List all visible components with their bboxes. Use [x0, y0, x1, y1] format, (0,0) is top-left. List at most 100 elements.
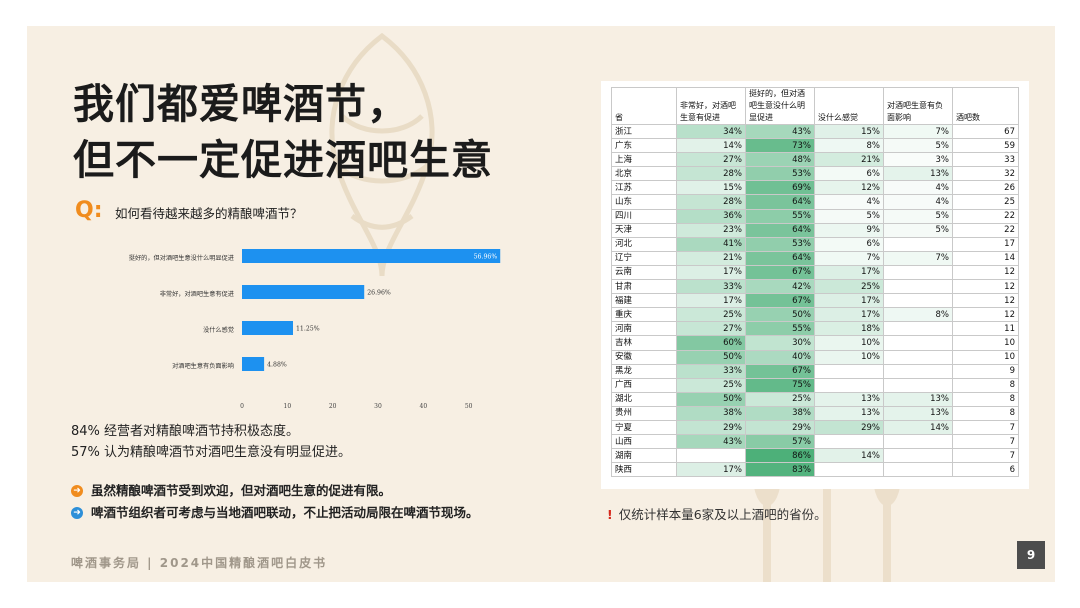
province-cell: 广西	[611, 377, 677, 393]
bar-category-label: 挺好的，但对酒吧生意没什么明显促进	[129, 254, 234, 262]
table-cell: 64%	[745, 194, 815, 210]
table-cell: 14	[952, 250, 1019, 266]
table-cell: 8	[952, 391, 1019, 407]
table-row: 福建 17% 67% 17% 12	[611, 293, 1019, 309]
province-cell: 湖南	[611, 448, 677, 464]
table-cell	[883, 448, 953, 464]
table-cell: 6%	[814, 236, 884, 252]
arrow-right-circle-icon: ➜	[71, 485, 83, 497]
table-row: 湖北 50% 25% 13% 13% 8	[611, 391, 1019, 407]
table-cell: 43%	[676, 434, 746, 450]
table-cell: 12%	[814, 180, 884, 196]
province-cell: 四川	[611, 208, 677, 224]
table-cell: 25	[952, 194, 1019, 210]
table-cell: 26	[952, 180, 1019, 196]
table-cell: 50%	[745, 307, 815, 323]
title-line-1: 我们都爱啤酒节，	[73, 80, 409, 128]
table-cell: 7	[952, 434, 1019, 450]
table-cell: 4%	[814, 194, 884, 210]
header-province: 省	[611, 87, 677, 125]
province-cell: 安徽	[611, 349, 677, 365]
table-cell: 22	[952, 222, 1019, 238]
table-cell: 22	[952, 208, 1019, 224]
province-cell: 广东	[611, 138, 677, 154]
table-cell: 13%	[883, 166, 953, 182]
table-cell: 21%	[814, 152, 884, 168]
table-cell: 25%	[676, 307, 746, 323]
table-cell: 3%	[883, 152, 953, 168]
table-cell: 10%	[814, 335, 884, 351]
table-cell: 12	[952, 293, 1019, 309]
bar-chart: 挺好的，但对酒吧生意没什么明显促进 56.96% 非常好，对酒吧生意有促进 26.96…	[129, 249, 501, 410]
table-cell: 38%	[745, 405, 815, 421]
table-cell: 12	[952, 279, 1019, 295]
table-cell: 6	[952, 462, 1019, 478]
table-cell: 73%	[745, 138, 815, 154]
table-cell: 7	[952, 419, 1019, 436]
table-cell: 86%	[745, 448, 815, 464]
bullet-list: ➜ 虽然精酿啤酒节受到欢迎，但对酒吧生意的促进有限。 ➜ 啤酒节组织者可考虑与当…	[71, 480, 479, 524]
x-tick-label: 50	[465, 403, 473, 410]
table-cell: 5%	[883, 222, 953, 238]
province-cell: 天津	[611, 222, 677, 238]
province-cell: 河南	[611, 321, 677, 337]
table-cell: 7%	[814, 250, 884, 266]
table-cell	[883, 377, 953, 393]
bar-value-label: 56.96%	[474, 254, 498, 261]
table-cell: 36%	[676, 208, 746, 224]
table-cell	[883, 293, 953, 309]
bar-value-label: 11.25%	[296, 326, 320, 333]
province-cell: 上海	[611, 152, 677, 168]
table-body: 浙江 34% 43% 15% 7% 67 广东 14% 73% 8% 5% 59 上海 27% 48% 21%…	[611, 123, 1019, 478]
footnote: ! 仅统计样本量6家及以上酒吧的省份。	[607, 504, 827, 523]
x-tick-label: 10	[284, 403, 292, 410]
table-row: 河南 27% 55% 18% 11	[611, 321, 1019, 337]
table-cell	[676, 448, 746, 464]
x-tick-label: 20	[329, 403, 337, 410]
province-cell: 山东	[611, 194, 677, 210]
table-header-row: 省 非常好，对酒吧生意有促进 挺好的，但对酒吧生意没什么明显促进 没什么感觉 对…	[611, 87, 1019, 125]
province-cell: 山西	[611, 434, 677, 450]
table-cell: 38%	[676, 405, 746, 421]
table-cell	[883, 264, 953, 281]
table-cell: 10	[952, 349, 1019, 365]
table-cell: 32	[952, 166, 1019, 182]
table-cell: 12	[952, 264, 1019, 281]
x-tick-label: 0	[240, 403, 244, 410]
table-row: 上海 27% 48% 21% 3% 33	[611, 152, 1019, 168]
table-row: 浙江 34% 43% 15% 7% 67	[611, 123, 1019, 140]
table-cell: 17%	[814, 293, 884, 309]
table-cell: 7%	[883, 123, 953, 140]
table-cell: 14%	[814, 448, 884, 464]
title-line-2: 但不一定促进酒吧生意	[73, 136, 493, 184]
table-cell: 9%	[814, 222, 884, 238]
table-row: 黑龙 33% 67% 9	[611, 363, 1019, 379]
table-cell	[814, 377, 884, 393]
table-cell: 17%	[676, 462, 746, 478]
table-cell: 17%	[676, 293, 746, 309]
header-negative: 对酒吧生意有负面影响	[883, 87, 953, 125]
table-cell: 50%	[676, 391, 746, 407]
table-cell	[883, 321, 953, 337]
table-cell: 9	[952, 363, 1019, 379]
bar-value-label: 4.88%	[267, 362, 287, 369]
table-cell: 5%	[883, 208, 953, 224]
table-cell: 5%	[814, 208, 884, 224]
table-row: 辽宁 21% 64% 7% 7% 14	[611, 250, 1019, 266]
stat-line-2: 57% 认为精酿啤酒节对酒吧生意没有明显促进。	[71, 445, 352, 460]
bullet-text-1: 虽然精酿啤酒节受到欢迎，但对酒吧生意的促进有限。	[91, 483, 392, 498]
table-cell	[814, 462, 884, 478]
table-cell: 25%	[676, 377, 746, 393]
table-cell: 64%	[745, 222, 815, 238]
footer-source: 啤酒事务局 | 2024中国精酿酒吧白皮书	[71, 556, 328, 570]
table-row: 天津 23% 64% 9% 5% 22	[611, 222, 1019, 238]
header-good-no-boost: 挺好的，但对酒吧生意没什么明显促进	[745, 87, 815, 125]
table-cell: 21%	[676, 250, 746, 266]
table-cell: 29%	[814, 419, 884, 436]
table-cell: 29%	[745, 419, 815, 436]
x-tick-label: 30	[374, 403, 382, 410]
bar	[242, 285, 365, 299]
bullet-item-1: ➜ 虽然精酿啤酒节受到欢迎，但对酒吧生意的促进有限。	[71, 480, 479, 502]
table-cell: 50%	[676, 349, 746, 365]
table-cell: 25%	[745, 391, 815, 407]
